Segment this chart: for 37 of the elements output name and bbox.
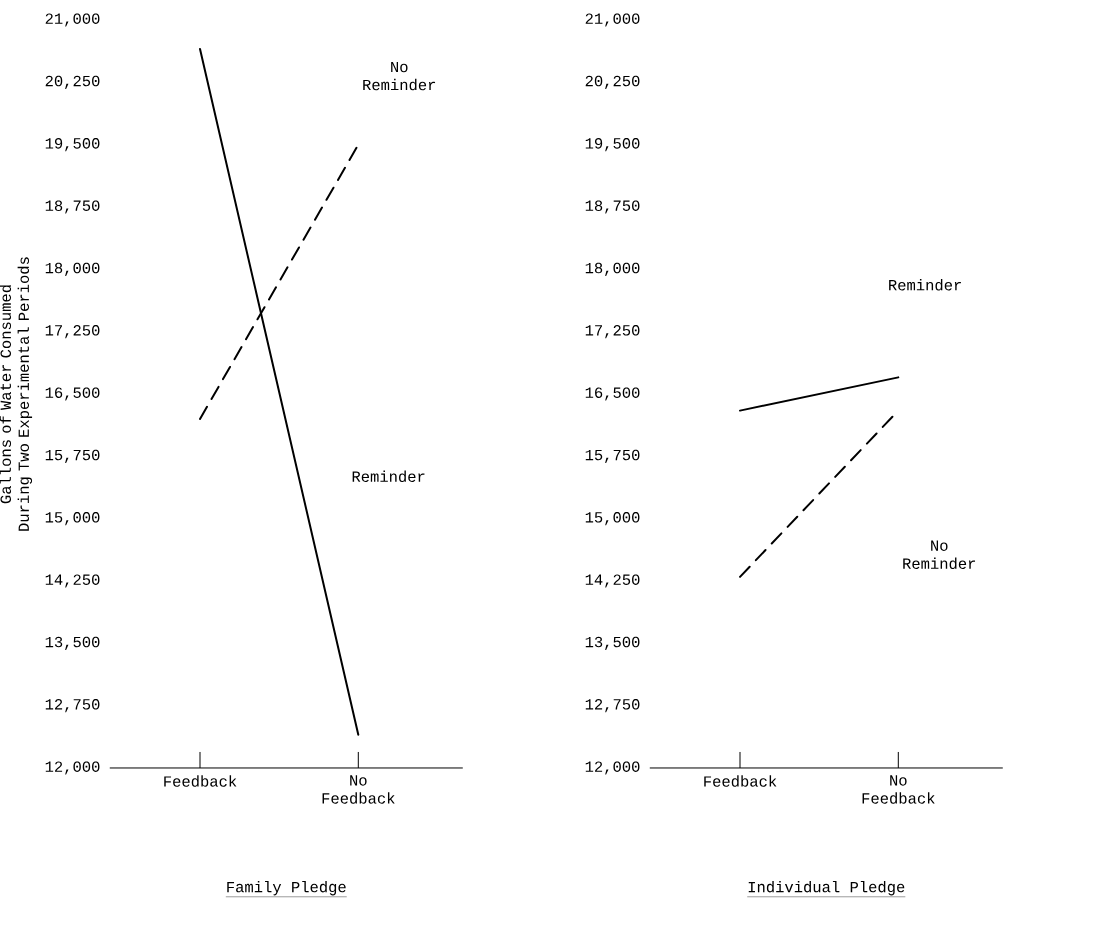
y-tick-label: 21,000: [585, 13, 640, 27]
y-tick-label: 20,250: [45, 75, 100, 89]
y-tick-label: 18,000: [45, 262, 100, 276]
y-tick-label: 12,750: [585, 699, 640, 713]
y-tick-label: 12,000: [45, 761, 100, 775]
text: No Reminder: [363, 61, 436, 91]
y-tick-label: 15,000: [45, 512, 100, 526]
text: No Reminder: [903, 540, 976, 570]
y-axis-title: Gallons of Water Consumed During Two Experimental Periods: [0, 257, 33, 531]
x-tick-label: No Feedback: [322, 775, 395, 804]
y-tick-label: 17,250: [45, 325, 100, 339]
y-tick-label: 20,250: [585, 75, 640, 89]
y-tick-label: 16,500: [45, 387, 100, 401]
y-tick-label: 13,500: [585, 636, 640, 650]
y-tick-label: 18,750: [585, 200, 640, 214]
x-tick-label: Feedback: [164, 775, 237, 787]
text: Individual Pledge: [748, 880, 905, 896]
y-tick-label: 18,750: [45, 200, 100, 214]
x-tick-label: Feedback: [704, 775, 777, 787]
text: Family Pledge: [227, 880, 346, 896]
x-tick-label: No Feedback: [862, 775, 935, 804]
y-tick-label: 17,250: [585, 325, 640, 339]
y-tick-label: 18,000: [585, 262, 640, 276]
y-tick-label: 19,500: [45, 138, 100, 152]
y-tick-label: 15,750: [45, 449, 100, 463]
y-tick-label: 12,750: [45, 699, 100, 713]
y-tick-label: 12,000: [585, 761, 640, 775]
y-tick-label: 16,500: [585, 387, 640, 401]
y-tick-label: 14,250: [585, 574, 640, 588]
y-tick-label: 15,750: [585, 449, 640, 463]
text: Reminder: [889, 279, 961, 291]
y-tick-label: 21,000: [45, 13, 100, 27]
y-tick-label: 14,250: [45, 574, 100, 588]
y-tick-label: 15,000: [585, 512, 640, 526]
text: Reminder: [352, 470, 425, 482]
y-tick-label: 13,500: [45, 636, 100, 650]
y-tick-label: 19,500: [585, 138, 640, 152]
